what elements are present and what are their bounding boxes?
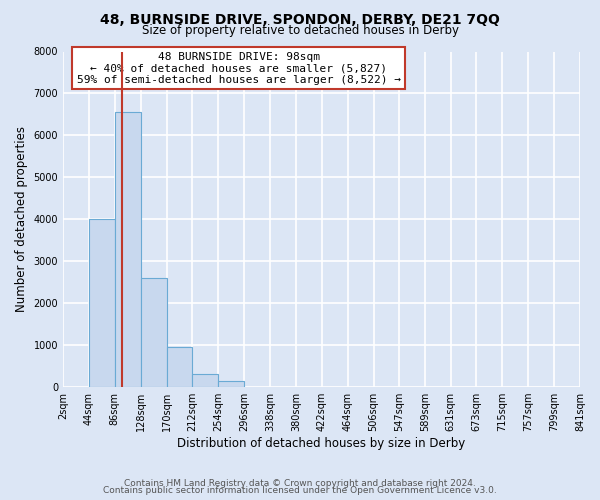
Text: Size of property relative to detached houses in Derby: Size of property relative to detached ho… [142, 24, 458, 37]
X-axis label: Distribution of detached houses by size in Derby: Distribution of detached houses by size … [178, 437, 466, 450]
Bar [115, 112, 140, 387]
Y-axis label: Number of detached properties: Number of detached properties [15, 126, 28, 312]
Bar [193, 374, 218, 387]
Text: Contains HM Land Registry data © Crown copyright and database right 2024.: Contains HM Land Registry data © Crown c… [124, 478, 476, 488]
Bar [167, 347, 193, 387]
Bar [140, 278, 167, 387]
Bar [89, 220, 115, 387]
Bar [218, 381, 244, 387]
Text: 48, BURNSIDE DRIVE, SPONDON, DERBY, DE21 7QQ: 48, BURNSIDE DRIVE, SPONDON, DERBY, DE21… [100, 12, 500, 26]
Text: Contains public sector information licensed under the Open Government Licence v3: Contains public sector information licen… [103, 486, 497, 495]
Text: 48 BURNSIDE DRIVE: 98sqm
← 40% of detached houses are smaller (5,827)
59% of sem: 48 BURNSIDE DRIVE: 98sqm ← 40% of detach… [77, 52, 401, 84]
